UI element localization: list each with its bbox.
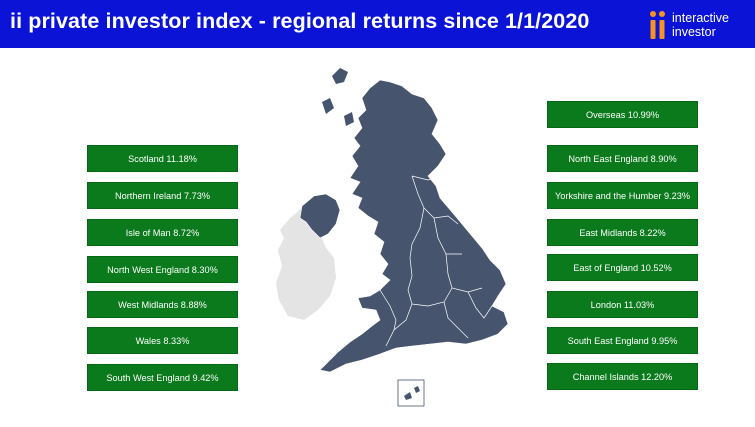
region-label-wales: Wales 8.33% [87,327,238,354]
region-label-channel-islands: Channel Islands 12.20% [547,363,698,390]
brand-line-1: interactive [672,11,729,25]
region-label-london: London 11.03% [547,291,698,318]
region-label-overseas: Overseas 10.99% [547,101,698,128]
uk-regions-map [276,68,509,407]
ii-logo-icon [650,11,665,39]
region-label-north-west-england: North West England 8.30% [87,256,238,283]
page-title: ii private investor index - regional ret… [10,9,590,33]
region-label-north-east-england: North East England 8.90% [547,145,698,172]
region-label-east-midlands: East Midlands 8.22% [547,219,698,246]
channel-islands-shape [404,386,420,400]
brand-name: interactive investor [672,11,729,39]
northern-ireland-shape [299,193,341,239]
region-borders [379,175,493,347]
region-label-northern-ireland: Northern Ireland 7.73% [87,182,238,209]
scottish-isles-shape [322,68,354,126]
region-label-east-of-england: East of England 10.52% [547,254,698,281]
header-bar: ii private investor index - regional ret… [0,0,755,48]
channel-islands-inset [397,379,425,407]
brand-line-2: investor [672,25,716,39]
ireland-shape [276,208,336,320]
region-label-south-west-england: South West England 9.42% [87,364,238,391]
region-label-scotland: Scotland 11.18% [87,145,238,172]
region-label-yorkshire-humber: Yorkshire and the Humber 9.23% [547,182,698,209]
great-britain-shape [319,79,509,373]
region-label-isle-of-man: Isle of Man 8.72% [87,219,238,246]
brand-logo: interactive investor [648,8,753,42]
region-label-west-midlands: West Midlands 8.88% [87,291,238,318]
region-label-south-east-england: South East England 9.95% [547,327,698,354]
